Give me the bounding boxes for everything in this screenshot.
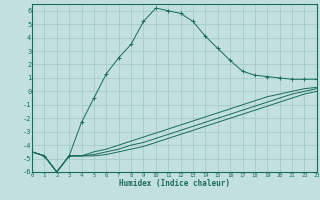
X-axis label: Humidex (Indice chaleur): Humidex (Indice chaleur) <box>119 179 230 188</box>
